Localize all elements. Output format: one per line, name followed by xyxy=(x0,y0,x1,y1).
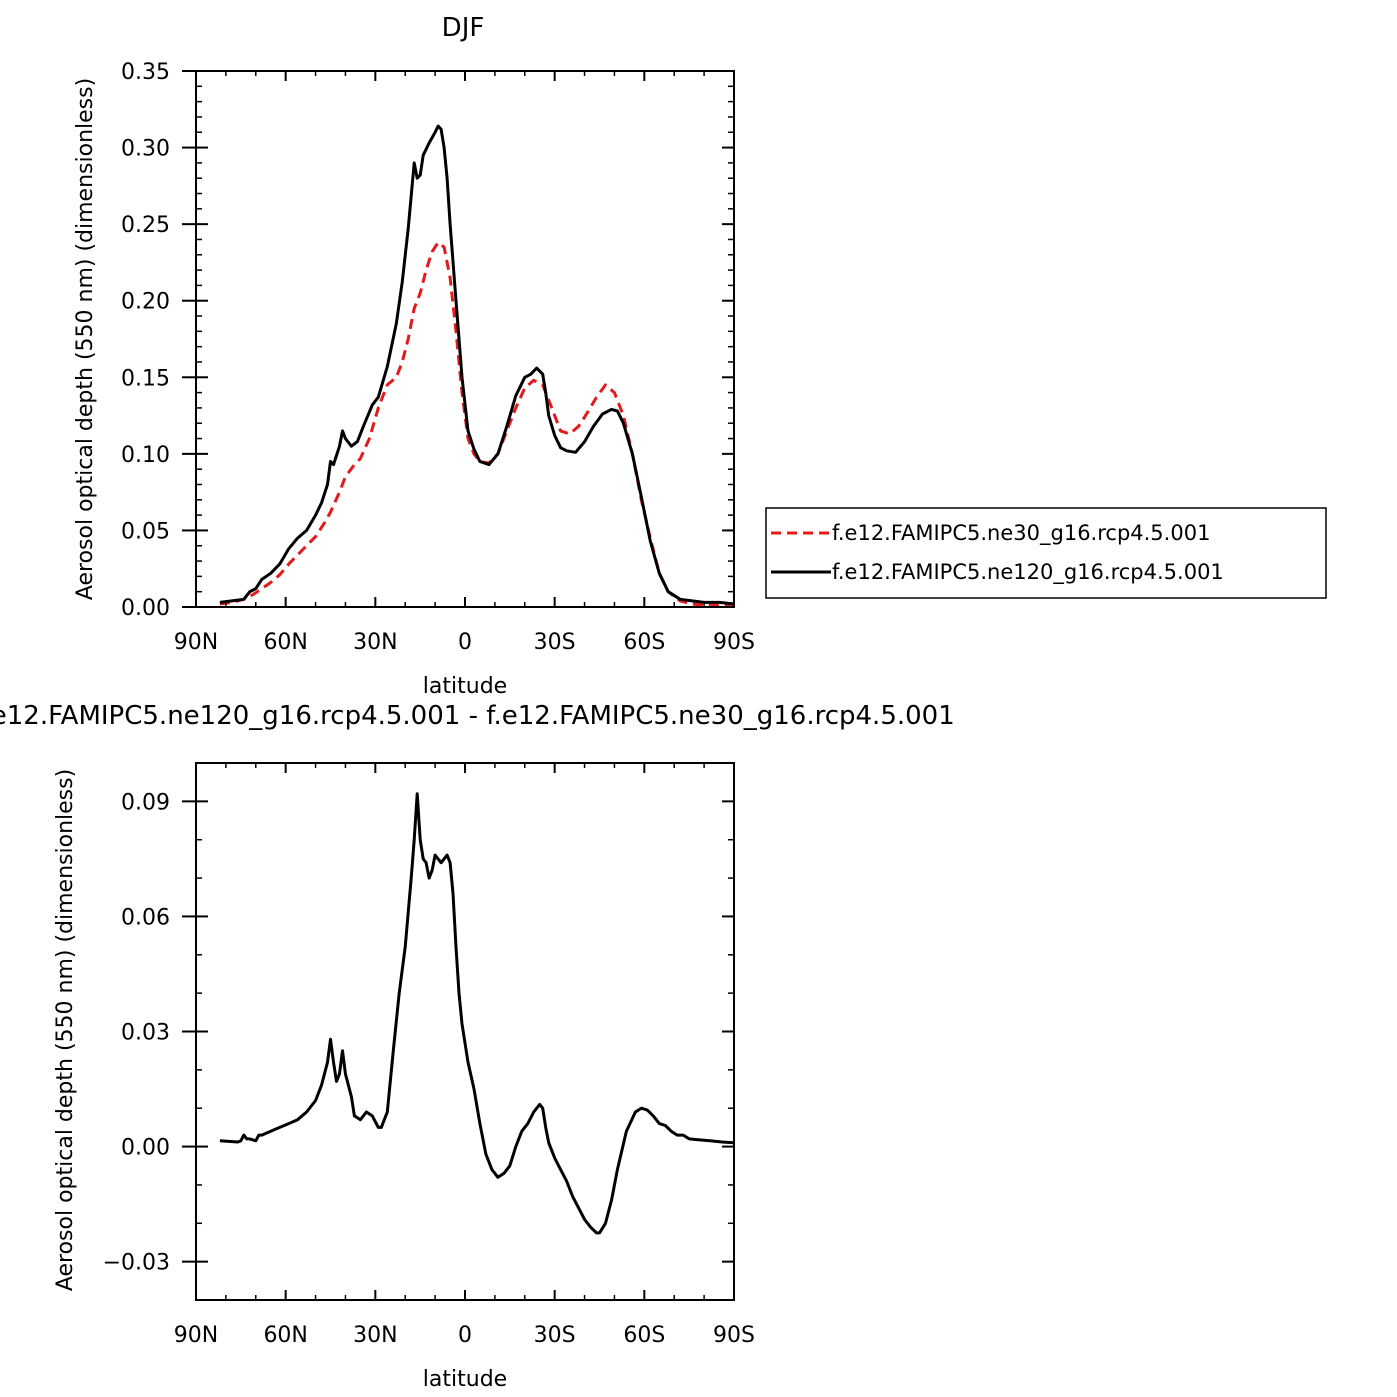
x-tick-label: 0 xyxy=(458,630,472,655)
panel-top: DJF 90N 60N 30N 0 30S 60S 90S 0.00 0.05 0.10 0.15 0… xyxy=(73,13,755,699)
legend-label-ne30: f.e12.FAMIPC5.ne30_g16.rcp4.5.001 xyxy=(832,521,1210,546)
x-tick-label: 60N xyxy=(263,630,307,655)
panel-top-frame xyxy=(195,70,735,608)
y-tick-label: −0.03 xyxy=(103,1251,170,1276)
y-tick-label: 0.03 xyxy=(121,1021,170,1046)
y-tick-label: 0.05 xyxy=(121,519,170,544)
x-tick-label: 60S xyxy=(623,1323,665,1348)
panel-bottom-xlabel: latitude xyxy=(423,1367,507,1392)
x-tick-label: 90S xyxy=(713,1323,755,1348)
panel-top-title: DJF xyxy=(442,13,485,43)
legend-box xyxy=(765,507,1327,599)
panel-bottom-frame xyxy=(195,762,735,1301)
y-tick-label: 0.00 xyxy=(121,596,170,621)
x-tick-label: 60N xyxy=(263,1323,307,1348)
panel-bottom-ylabel: Aerosol optical depth (550 nm) (dimensio… xyxy=(53,769,78,1291)
x-tick-label: 90N xyxy=(174,630,218,655)
x-tick-label: 60S xyxy=(623,630,665,655)
x-tick-label: 0 xyxy=(458,1323,472,1348)
y-tick-label: 0.20 xyxy=(121,290,170,315)
panel-bottom-ticks: 90N 60N 30N 0 30S 60S 90S −0.03 0.00 0.03 0.06 0.09 xyxy=(103,762,755,1348)
x-tick-label: 30N xyxy=(353,1323,397,1348)
panel-bottom: f.e12.FAMIPC5.ne120_g16.rcp4.5.001 - f.e… xyxy=(0,701,955,1392)
legend-label-ne120: f.e12.FAMIPC5.ne120_g16.rcp4.5.001 xyxy=(832,560,1224,585)
panel-bottom-marks xyxy=(219,792,735,1235)
y-tick-label: 0.10 xyxy=(121,443,170,468)
series-line-0-1 xyxy=(219,124,735,606)
panel-top-ylabel: Aerosol optical depth (550 nm) (dimensio… xyxy=(73,78,98,600)
x-tick-label: 30S xyxy=(534,630,576,655)
legend: f.e12.FAMIPC5.ne30_g16.rcp4.5.001 f.e12.… xyxy=(765,507,1327,599)
x-tick-label: 30N xyxy=(353,630,397,655)
y-tick-label: 0.00 xyxy=(121,1136,170,1161)
series-line-0-0 xyxy=(219,241,734,607)
y-tick-label: 0.09 xyxy=(121,790,170,815)
panel-top-xlabel: latitude xyxy=(423,674,507,699)
series-line-1-0 xyxy=(219,792,735,1235)
y-tick-label: 0.25 xyxy=(121,213,170,238)
x-tick-label: 90S xyxy=(713,630,755,655)
x-tick-label: 90N xyxy=(174,1323,218,1348)
x-tick-label: 30S xyxy=(534,1323,576,1348)
panel-top-marks xyxy=(219,124,735,607)
y-tick-label: 0.30 xyxy=(121,137,170,162)
panel-bottom-title: f.e12.FAMIPC5.ne120_g16.rcp4.5.001 - f.e… xyxy=(0,701,955,731)
y-tick-label: 0.35 xyxy=(121,60,170,85)
y-tick-label: 0.15 xyxy=(121,366,170,391)
y-tick-label: 0.06 xyxy=(121,905,170,930)
panel-top-ticks: 90N 60N 30N 0 30S 60S 90S 0.00 0.05 0.10 0.15 0.20 0… xyxy=(121,60,755,655)
